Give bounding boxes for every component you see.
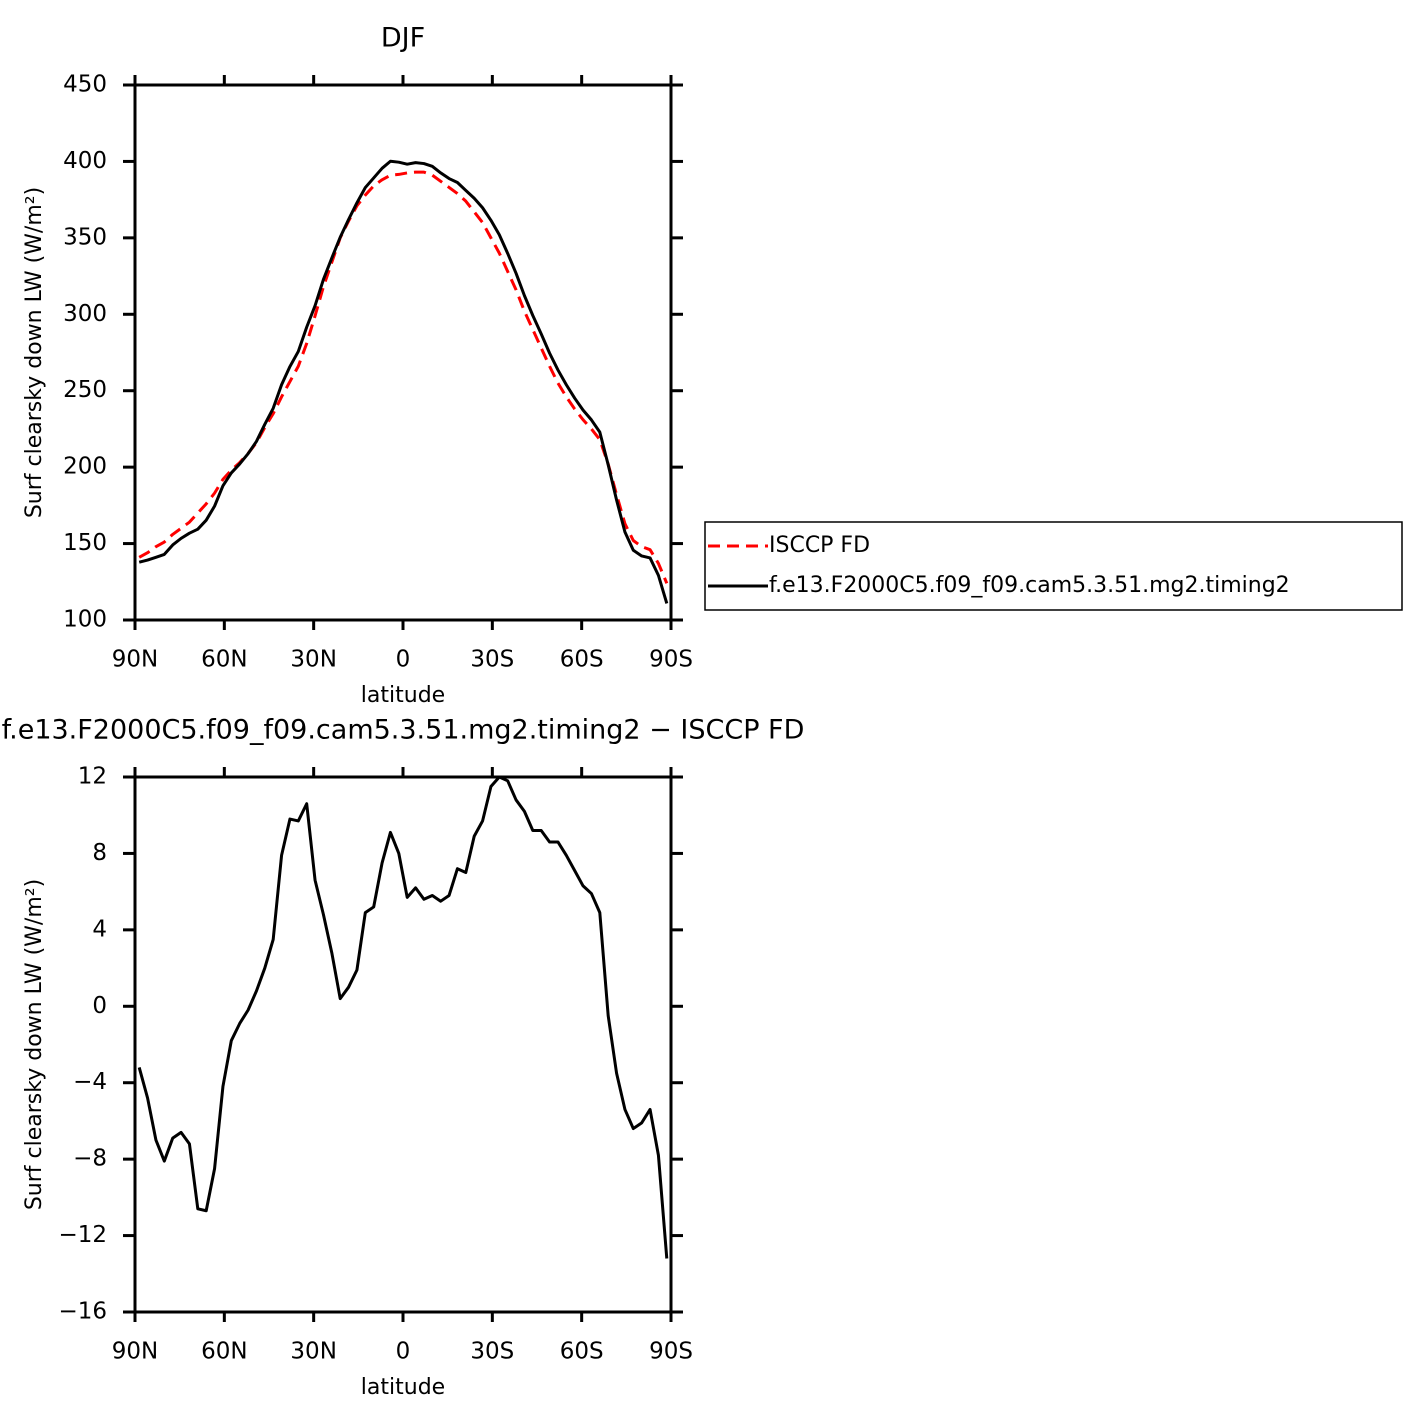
y-tick-label: −12: [58, 1222, 107, 1248]
y-axis-label: Surf clearsky down LW (W/m²): [22, 187, 47, 518]
legend-box: [704, 521, 1403, 611]
y-tick-label: 0: [92, 993, 107, 1019]
y-tick-label: 100: [63, 607, 107, 633]
plot-frame: [133, 775, 673, 1314]
plot-frame: [133, 83, 673, 622]
x-tick-label: 30N: [290, 1339, 336, 1365]
y-tick-label: −16: [58, 1299, 107, 1325]
x-tick-label: 90N: [112, 1339, 158, 1365]
legend-label: ISCCP FD: [769, 533, 870, 558]
y-tick-label: −8: [73, 1146, 107, 1172]
y-tick-label: 150: [63, 530, 107, 556]
x-tick-label: 60S: [560, 647, 604, 673]
x-tick-label: 0: [396, 1339, 411, 1365]
y-tick-label: 12: [78, 764, 107, 790]
x-tick-label: 60N: [201, 1339, 247, 1365]
y-tick-label: 400: [63, 148, 107, 174]
chart-title: f.e13.F2000C5.f09_f09.cam5.3.51.mg2.timi…: [2, 715, 805, 746]
x-axis-label: latitude: [361, 683, 445, 708]
y-tick-label: 300: [63, 301, 107, 327]
x-tick-label: 30N: [290, 647, 336, 673]
legend-label: f.e13.F2000C5.f09_f09.cam5.3.51.mg2.timi…: [769, 573, 1290, 598]
x-tick-label: 90N: [112, 647, 158, 673]
y-axis-label: Surf clearsky down LW (W/m²): [22, 879, 47, 1210]
x-axis-label: latitude: [361, 1375, 445, 1400]
x-tick-label: 90S: [649, 1339, 693, 1365]
chart-title: DJF: [381, 23, 425, 54]
y-tick-label: 350: [63, 224, 107, 250]
x-tick-label: 30S: [470, 1339, 514, 1365]
x-tick-label: 60N: [201, 647, 247, 673]
y-tick-label: 200: [63, 454, 107, 480]
y-tick-label: 4: [92, 916, 107, 942]
y-tick-label: −4: [73, 1069, 107, 1095]
data-line: [137, 775, 669, 1259]
y-tick-label: 250: [63, 377, 107, 403]
x-tick-label: 60S: [560, 1339, 604, 1365]
y-tick-label: 450: [63, 72, 107, 98]
data-line: [138, 170, 669, 584]
x-tick-label: 90S: [649, 647, 693, 673]
x-tick-label: 0: [396, 647, 411, 673]
y-tick-label: 8: [92, 840, 107, 866]
data-line: [138, 159, 669, 604]
x-tick-label: 30S: [470, 647, 514, 673]
